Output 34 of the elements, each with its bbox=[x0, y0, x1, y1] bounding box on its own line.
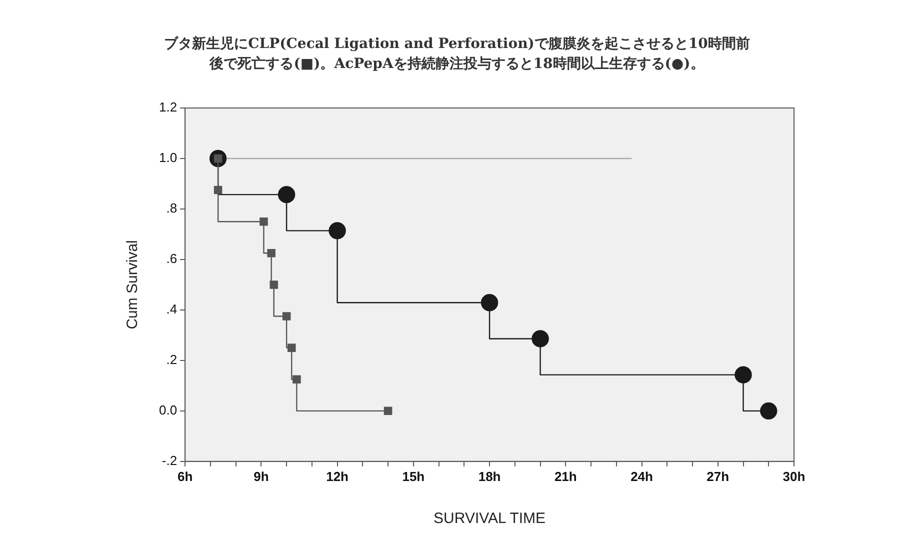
y-tick-label: .8 bbox=[166, 200, 178, 216]
point bbox=[260, 217, 268, 226]
y-tick-label: .2 bbox=[166, 352, 178, 368]
x-tick-label: 12h bbox=[326, 468, 349, 484]
point bbox=[734, 366, 752, 384]
y-tick-label: 1.2 bbox=[158, 100, 178, 115]
x-tick-label: 27h bbox=[706, 468, 730, 484]
point bbox=[532, 330, 549, 348]
y-tick-label: -.2 bbox=[162, 452, 178, 468]
point bbox=[328, 222, 346, 240]
point bbox=[292, 375, 301, 384]
x-tick-label: 15h bbox=[402, 468, 425, 484]
point bbox=[288, 344, 296, 352]
y-axis-title: Cum Survival bbox=[124, 240, 142, 330]
point bbox=[267, 249, 276, 258]
point bbox=[214, 186, 222, 194]
x-tick-label: 6h bbox=[177, 468, 193, 484]
point bbox=[480, 294, 498, 312]
x-tick-label: 9h bbox=[254, 468, 269, 484]
point bbox=[760, 402, 778, 420]
y-tick-label: 0.0 bbox=[158, 402, 178, 418]
point bbox=[282, 312, 291, 320]
y-tick-label: 1.0 bbox=[158, 150, 178, 166]
x-tick-label: 24h bbox=[630, 468, 654, 484]
x-tick-label: 30h bbox=[782, 468, 806, 484]
x-axis-title: SURVIVAL TIME bbox=[434, 510, 546, 528]
point bbox=[270, 280, 278, 289]
y-tick-label: .6 bbox=[166, 251, 178, 266]
chart-title: ブタ新生児にCLP(Cecal Ligation and Perforation)で腹膜炎を起こさせると10時間前後で死亡する(■)。AcPepAを持続静注投与すると18時間以上生存する(●)。 bbox=[163, 34, 751, 74]
point bbox=[384, 406, 392, 416]
y-tick-label: .4 bbox=[166, 302, 178, 317]
point bbox=[278, 186, 296, 204]
x-tick-label: 21h bbox=[554, 468, 577, 484]
x-tick-label: 18h bbox=[478, 468, 501, 484]
